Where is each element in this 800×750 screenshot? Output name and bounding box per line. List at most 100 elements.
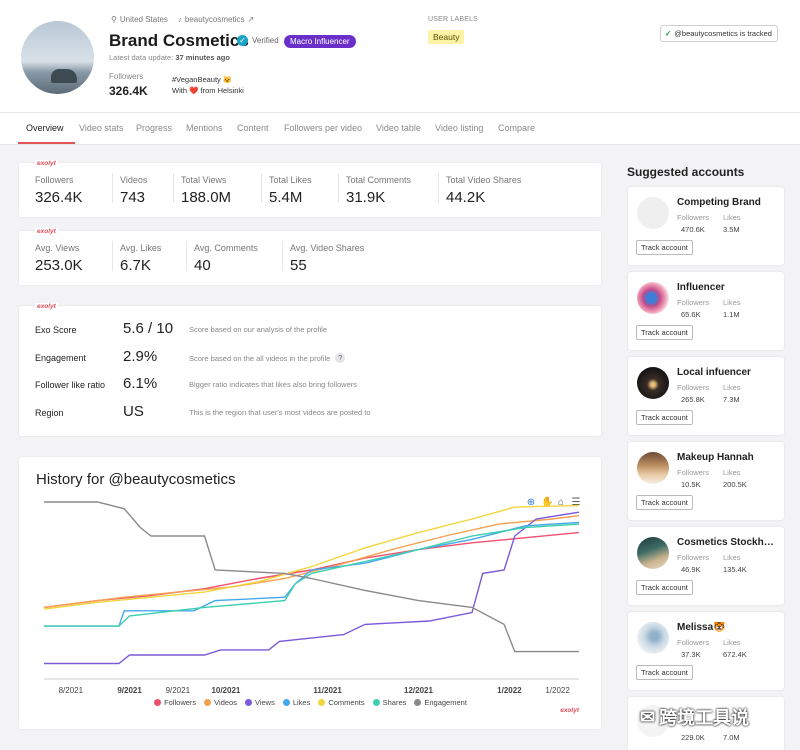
followers-value: 265.8K [681,395,705,404]
account-name[interactable]: Melissa🐯 [677,622,726,633]
menu-icon[interactable]: ☰ [571,497,581,508]
legend-dot-icon [318,699,326,706]
help-icon[interactable]: ? [335,353,346,363]
suggested-account-card: Local infuencer Followers Likes 265.8K 7.3… [628,357,784,435]
chart-title: History for @beautycosmetics [36,471,236,488]
track-account-button[interactable]: Track account [636,580,693,595]
followers-value: 470.6K [681,225,705,234]
followers-value: 37.3K [681,650,701,659]
followers-label: Followers [677,468,710,477]
suggested-account-card: Influencer Followers Likes 65.6K 1.1M Trac… [628,272,784,350]
tab-overview[interactable]: Overview [26,123,64,133]
user-labels-heading: USER LABELS [428,16,479,23]
likes-value: 7.3M [723,395,740,404]
likes-label: Likes [723,298,741,307]
country: ⚲ United States [111,15,168,24]
exolyt-tag: exolyt [560,707,579,714]
tiktok-icon: ♪ [177,15,182,24]
chart-toolbar: ⊕ ✋ ⌂ ☰ [526,497,581,508]
tab-progress[interactable]: Progress [136,123,173,133]
exolyt-tag: exolyt [35,160,58,167]
account-name[interactable]: Makeup Hannah [677,452,754,463]
likes-label: Likes [723,638,741,647]
followers-label: Followers [677,213,710,222]
likes-label: Likes [723,213,741,222]
likes-value: 1.1M [723,310,740,319]
account-name[interactable]: Cosmetics Stockh… [677,537,774,548]
legend-item-videos[interactable]: Videos [204,698,237,707]
track-account-button[interactable]: Track account [636,495,693,510]
tier-badge: Macro Influencer [284,35,356,48]
x-tick-label: 8/2021 [59,686,84,695]
tab-compare[interactable]: Compare [498,123,536,133]
suggested-account-card: Makeup Hannah Followers Likes 10.5K 200.5K… [628,442,784,520]
likes-value: 7.0M [723,733,740,742]
legend-item-shares[interactable]: Shares [372,698,406,707]
series-line-views[interactable] [44,511,580,665]
legend-item-engagement[interactable]: Engagement [414,698,467,707]
track-account-button[interactable]: Track account [636,325,693,340]
x-tick-label: 11/2021 [313,686,342,695]
totals-card: exolyt Followers 326.4K Videos 743 Total V… [19,160,601,217]
external-link-icon: ↗ [247,15,255,24]
tab-video-listing[interactable]: Video listing [435,123,484,133]
series-line-likes[interactable] [44,521,580,627]
legend-label: Views [254,698,275,707]
legend-item-followers[interactable]: Followers [154,698,196,707]
x-tick-label: 1/2022 [545,686,570,695]
account-avatar [637,537,669,569]
tab-video-table[interactable]: Video table [376,123,421,133]
legend-label: Likes [292,698,311,707]
profile-name: Brand Cosmetics [109,31,249,50]
legend-dot-icon [154,699,162,706]
pan-hand-icon[interactable]: ✋ [541,497,554,508]
account-name[interactable]: Local infuencer [677,367,751,378]
tracked-status-button[interactable]: ✓ @beautycosmetics is tracked [660,25,778,42]
likes-label: Likes [723,383,741,392]
series-line-videos[interactable] [43,514,580,609]
followers-label: Followers [677,638,710,647]
watermark: ✉ 跨境工具说 [640,706,750,729]
latest-update: Latest data update: 37 minutes ago [109,53,230,62]
legend-item-views[interactable]: Views [244,698,275,707]
likes-value: 200.5K [723,480,747,489]
tab-video-stats[interactable]: Video stats [79,123,124,133]
user-label-tag[interactable]: Beauty [428,30,465,44]
series-line-engagement[interactable] [44,501,579,653]
check-icon: ✓ [665,29,672,38]
legend-label: Videos [214,698,237,707]
tiktok-handle-link[interactable]: ♪ beautycosmetics ↗ [177,15,255,24]
series-line-comments[interactable] [43,504,580,610]
account-name[interactable]: Competing Brand [677,197,761,208]
account-avatar [637,197,669,229]
tab-mentions[interactable]: Mentions [186,123,223,133]
score-exo: Exo Score 5.6 / 10 Score based on our anal… [35,320,327,337]
tab-content[interactable]: Content [237,123,269,133]
profile-avatar [21,21,94,94]
account-avatar [637,705,669,737]
legend-item-likes[interactable]: Likes [282,698,311,707]
tab-followers-per-video[interactable]: Followers per video [284,123,363,133]
track-account-button[interactable]: Track account [636,410,693,425]
account-avatar [637,367,669,399]
account-name[interactable]: Influencer [677,282,725,293]
profile-meta: ⚲ United States ♪ beautycosmetics ↗ [111,15,254,24]
legend-item-comments[interactable]: Comments [318,698,365,707]
location-pin-icon: ⚲ [111,15,117,24]
suggested-account-card: Competing Brand Followers Likes 470.6K 3.5… [628,187,784,265]
followers-label: Followers [109,72,144,81]
track-account-button[interactable]: Track account [636,665,693,680]
profile-tabs: Overview Video stats Progress Mentions C… [0,113,800,145]
home-icon[interactable]: ⌂ [557,497,565,508]
exolyt-tag: exolyt [35,303,58,310]
suggested-account-card: Cosmetics Stockh… Followers Likes 46.9K 13… [628,527,784,605]
legend-label: Engagement [424,698,467,707]
track-account-button[interactable]: Track account [636,240,693,255]
x-tick-label: 9/2021 [166,686,191,695]
series-line-shares[interactable] [44,523,580,627]
averages-card: exolyt Avg. Views 253.0K Avg. Likes 6.7K A… [19,228,601,285]
history-chart-card: History for @beautycosmetics ⊕ ✋ ⌂ ☰ 8/2… [19,457,601,729]
x-tick-label: 1/2022 [497,686,522,695]
zoom-icon[interactable]: ⊕ [526,497,536,508]
account-avatar [637,622,669,654]
